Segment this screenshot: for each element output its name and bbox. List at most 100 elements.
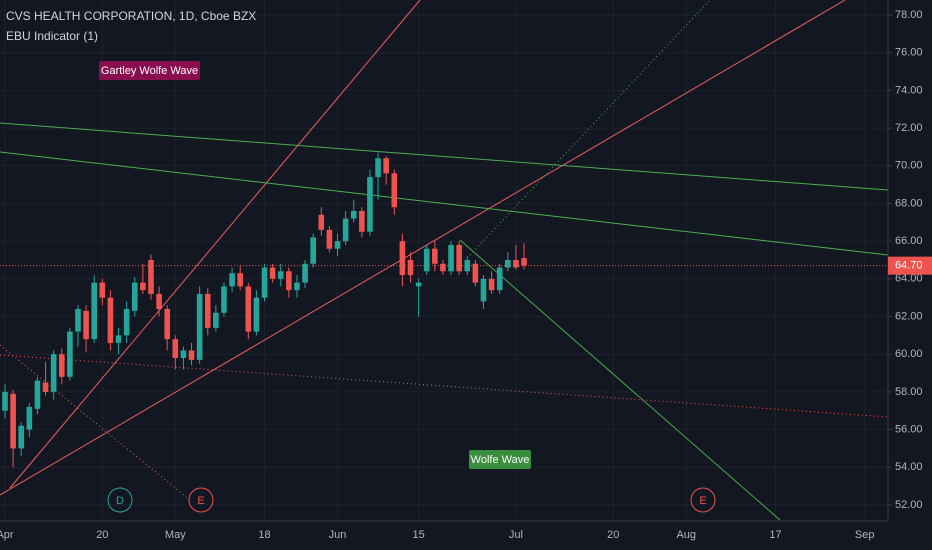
candle-body [399,241,406,276]
wave-point [188,487,214,513]
candle-body [521,258,527,266]
x-tick-label: 15 [412,529,424,541]
candle-body [131,282,138,311]
grid [0,0,888,520]
candle-body [488,278,495,291]
candle-body [99,282,106,298]
annotation: E [699,495,706,507]
candle-body [204,293,211,328]
drawings [0,0,889,521]
indicator-label: EBU Indicator (1) [6,29,98,43]
candle-body [342,218,349,242]
x-tick-label: Sep [855,529,875,541]
candle-body [237,273,243,287]
candle-body [513,260,519,268]
trend-line [0,151,889,256]
candle-body [140,282,146,291]
candle-body [172,339,179,358]
y-tick-label: 78.00 [895,9,923,21]
y-tick-label: 64.00 [895,273,923,285]
candle-body [196,293,203,360]
trend-line [0,0,846,496]
candle-body [350,211,357,219]
x-tick-label: Jun [329,529,347,541]
candle-body [180,350,187,358]
y-tick-label: 70.00 [895,160,923,172]
candle-body [480,278,487,302]
x-axis-area [0,521,932,550]
candle-body [164,308,170,340]
annotation-box [99,61,200,80]
candles [2,152,527,468]
trend-line [459,239,781,521]
trend-line [0,344,191,501]
candle-body [286,271,292,291]
candle-body [115,335,122,343]
x-tick-label: May [165,529,186,541]
candle-body [423,248,430,272]
x-tick-label: 20 [96,529,108,541]
candle-body [156,293,162,309]
y-tick-label: 68.00 [895,197,923,209]
candle-body [34,380,41,409]
candle-body [245,286,252,332]
candle-body [83,310,89,340]
candle-body [505,260,511,268]
annotation: D [116,495,124,507]
x-tick-label: 18 [258,529,270,541]
candle-body [50,354,57,392]
candle-body [2,391,8,411]
candle-body [310,237,316,264]
candle-body [383,158,389,174]
candle-body [18,425,25,449]
last-price-label: 64.70 [895,260,923,272]
trend-line [0,354,889,418]
x-tick-label: 17 [769,529,781,541]
y-tick-label: 58.00 [895,386,923,398]
y-tick-label: 62.00 [895,310,923,322]
candle-body [391,173,398,208]
candle-body [269,267,276,279]
candle-body [294,282,300,291]
x-tick-label: Apr [0,529,14,541]
candle-body [42,382,49,392]
x-tick-label: Aug [676,529,696,541]
y-tick-label: 54.00 [895,461,923,473]
candle-body [261,267,268,298]
trend-line [9,0,421,489]
candle-body [277,271,284,279]
y-tick-label: 60.00 [895,348,923,360]
candle-body [456,244,462,272]
candle-body [107,297,114,343]
annotation: Gartley Wolfe Wave [101,65,198,77]
y-tick-label: 52.00 [895,499,923,511]
y-axis-area [888,0,932,550]
candle-body [472,263,479,283]
candle-body [496,267,503,291]
candle-body [253,297,260,332]
y-tick-label: 74.00 [895,84,923,96]
candle-body [407,260,414,276]
candle-body [67,331,73,377]
y-tick-label: 72.00 [895,122,923,134]
y-tick-label: 66.00 [895,235,923,247]
annotation: Wolfe Wave [471,454,530,466]
candle-body [229,273,235,287]
candle-body [375,158,381,178]
candle-body [91,282,98,340]
candle-body [148,260,154,294]
chart-title: CVS HEALTH CORPORATION, 1D, Cboe BZX [6,9,256,23]
candle-body [123,308,130,336]
trend-line [0,122,889,191]
candle-body [75,308,81,332]
candle-body [448,244,454,272]
annotation-box [469,450,531,469]
candle-body [221,286,227,313]
candle-body [26,406,33,430]
candle-body [318,214,325,230]
candle-body [213,312,219,328]
candle-body [10,393,16,449]
candle-body [302,263,308,283]
